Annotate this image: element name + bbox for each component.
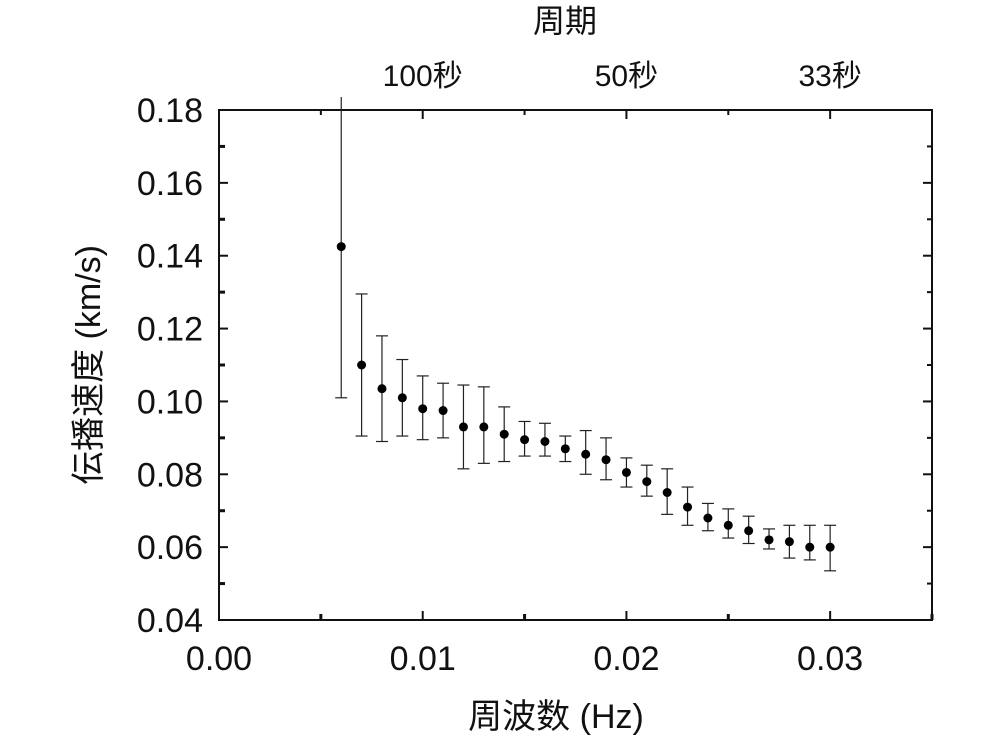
y-tick-label: 0.18 [137, 92, 203, 130]
data-point [744, 526, 754, 536]
data-point [723, 520, 733, 530]
y-tick-label: 0.06 [137, 529, 203, 567]
data-point [377, 384, 387, 394]
top-tick-label: 33秒 [798, 60, 861, 93]
y-tick-label: 0.04 [137, 602, 203, 640]
data-point [683, 502, 693, 512]
y-axis-title: 伝播速度 (km/s) [70, 245, 108, 485]
data-point [520, 435, 530, 445]
axis-tick-labels: 0.00 0.01 0.02 0.03 0.04 0.06 0.08 0.10 0.12 0.14… [137, 60, 863, 678]
data-point [805, 542, 815, 552]
top-tick-label: 100秒 [383, 60, 463, 93]
y-tick-label: 0.16 [137, 165, 203, 203]
y-tick-label: 0.14 [137, 238, 203, 276]
data-point [336, 242, 346, 252]
data-point [581, 449, 591, 459]
data-point [560, 444, 570, 454]
data-point [397, 393, 407, 403]
data-point [784, 537, 794, 547]
data-point [764, 535, 774, 545]
y-tick-label: 0.12 [137, 311, 203, 349]
plot-border [218, 109, 933, 621]
plot-frame [218, 109, 933, 621]
data-point [438, 406, 448, 416]
x-axis-title: 周波数 (Hz) [468, 698, 644, 736]
axis-ticks [218, 109, 934, 621]
data-point [642, 477, 652, 487]
y-tick-label: 0.08 [137, 456, 203, 494]
x-tick-label: 0.03 [797, 640, 863, 678]
top-tick-label: 50秒 [595, 60, 658, 93]
y-tick-label: 0.10 [137, 383, 203, 421]
data-point [418, 404, 428, 414]
data-point [703, 513, 713, 523]
data-point [621, 467, 631, 477]
error-bars [335, 97, 837, 572]
data-point [601, 455, 611, 465]
data-point [662, 488, 672, 497]
data-point [540, 437, 550, 446]
data-point [458, 422, 468, 432]
data-point [499, 429, 509, 439]
x-tick-label: 0.02 [593, 640, 659, 678]
top-axis-title: 周期 [533, 3, 597, 39]
data-point [825, 542, 835, 552]
x-tick-label: 0.00 [186, 640, 252, 678]
data-points [336, 242, 835, 552]
x-tick-label: 0.01 [390, 640, 456, 678]
data-point [357, 360, 367, 370]
data-point [479, 422, 489, 432]
